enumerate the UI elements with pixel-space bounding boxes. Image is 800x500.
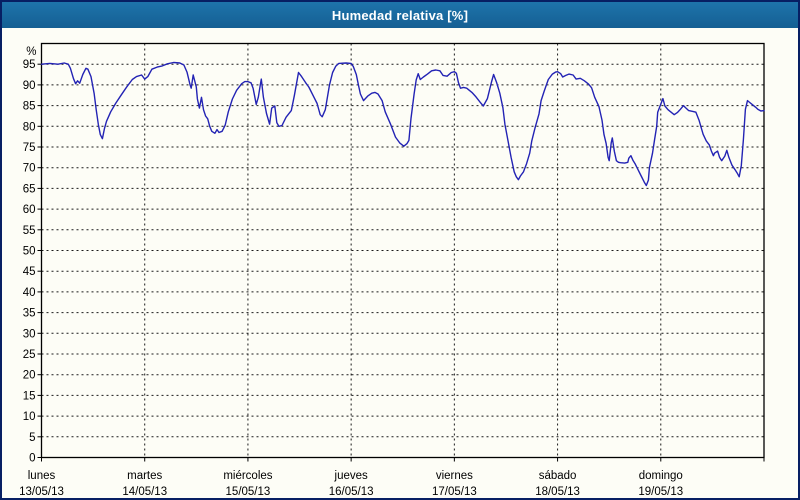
gridlines [41, 43, 764, 458]
y-tick-label: 55 [23, 225, 36, 237]
y-tick-label: 80 [23, 121, 36, 133]
y-tick-label: 75 [23, 142, 36, 154]
y-tick-label: 10 [23, 411, 36, 423]
y-tick-label: 85 [23, 101, 36, 113]
y-tick-label: 20 [23, 370, 36, 382]
x-day-date: 18/05/13 [535, 486, 580, 498]
x-day-name: sábado [539, 470, 577, 482]
axes [37, 42, 765, 462]
y-tick-label: 90 [23, 80, 36, 92]
x-day-date: 17/05/13 [432, 486, 477, 498]
y-tick-label: 70 [23, 163, 36, 175]
y-tick-label: 60 [23, 204, 36, 216]
humidity-line-series [40, 61, 765, 187]
y-tick-label: 15 [23, 390, 36, 402]
x-day-name: jueves [334, 470, 368, 482]
x-day-name: miércoles [223, 470, 272, 482]
y-unit-label: % [26, 46, 36, 58]
window-title: Humedad relativa [%] [331, 7, 469, 23]
y-tick-label: 40 [23, 287, 36, 299]
y-tick-label: 65 [23, 183, 36, 195]
x-day-date: 14/05/13 [122, 486, 167, 498]
x-day-name: domingo [639, 470, 683, 482]
x-day-name: viernes [436, 470, 473, 482]
y-tick-label: 30 [23, 328, 36, 340]
title-bar: Humedad relativa [%] [2, 2, 798, 28]
y-tick-label: 0 [29, 453, 35, 465]
x-day-name: lunes [28, 470, 56, 482]
x-day-name: martes [127, 470, 162, 482]
x-day-date: 16/05/13 [329, 486, 374, 498]
y-tick-label: 95 [23, 59, 36, 71]
axis-labels: 0 5 10 15 20 25 30 35 40 45 50 55 60 65 70 75 80 85 90 95% l… [19, 46, 683, 498]
y-tick-label: 45 [23, 266, 36, 278]
y-tick-label: 5 [29, 432, 35, 444]
y-tick-label: 35 [23, 308, 36, 320]
humidity-line [40, 61, 765, 187]
y-tick-label: 50 [23, 246, 36, 258]
x-day-date: 15/05/13 [226, 486, 271, 498]
x-day-date: 19/05/13 [638, 486, 683, 498]
x-day-date: 13/05/13 [19, 486, 64, 498]
y-tick-label: 25 [23, 349, 36, 361]
